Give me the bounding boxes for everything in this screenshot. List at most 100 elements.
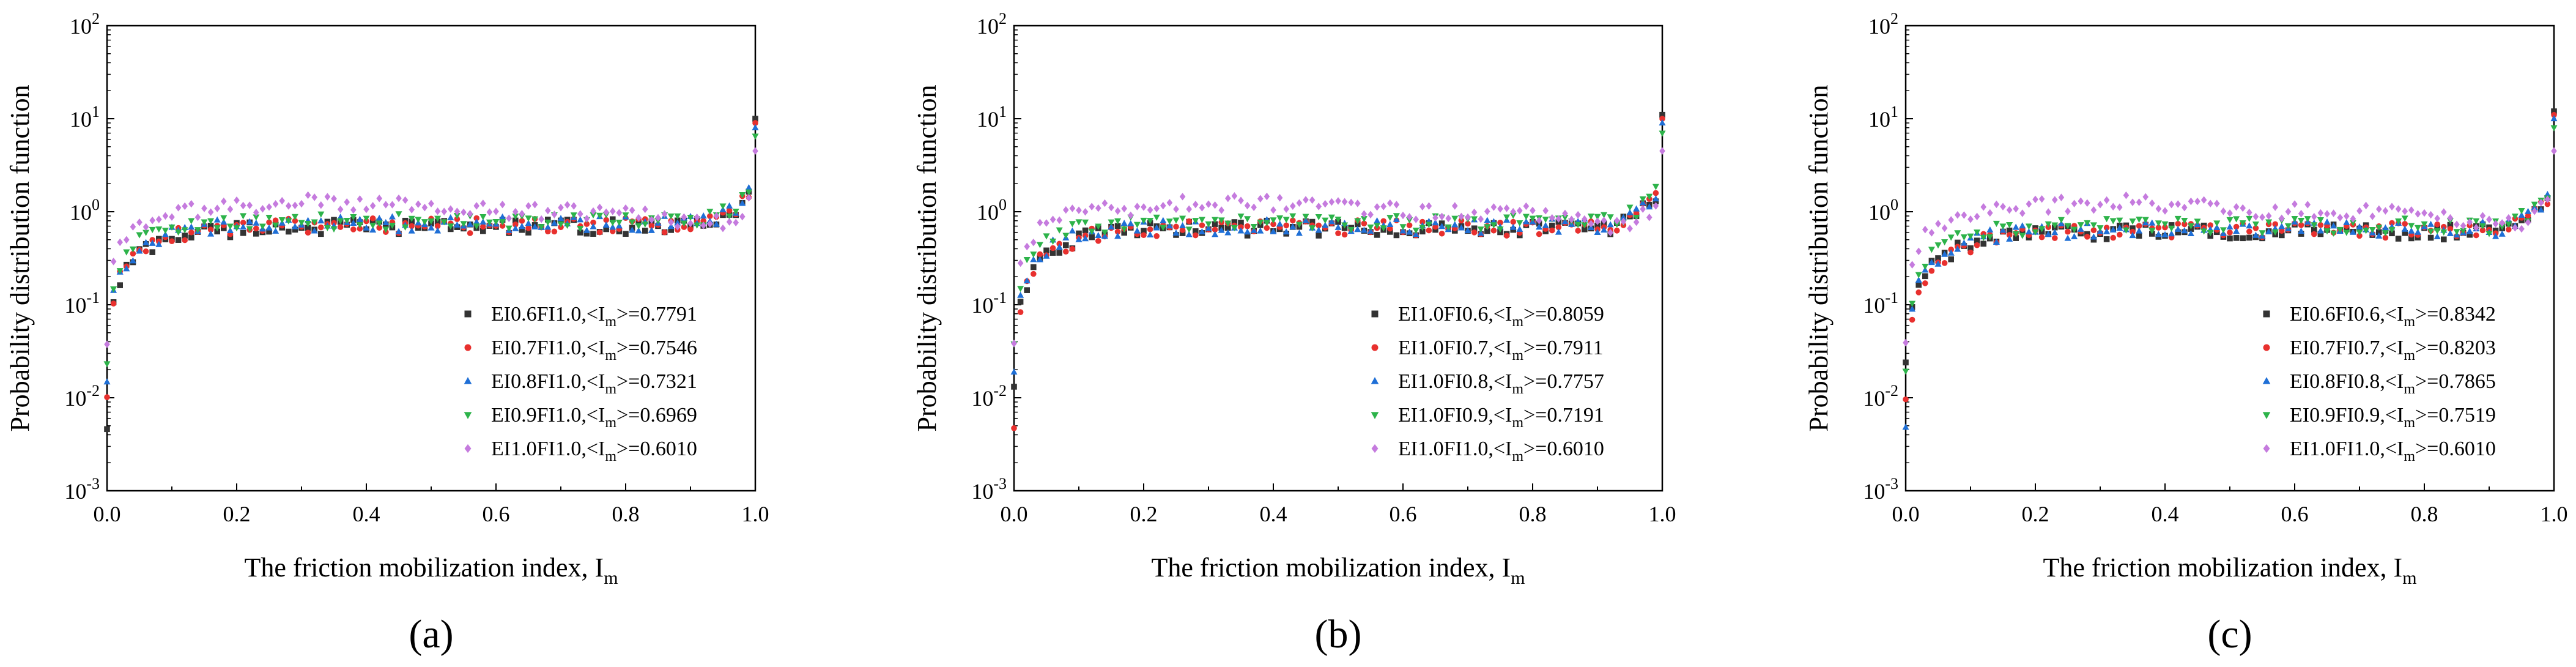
data-point <box>2388 226 2396 233</box>
data-point <box>1295 222 1303 228</box>
data-point <box>350 214 357 221</box>
data-point <box>1231 192 1238 200</box>
data-point <box>188 218 195 225</box>
data-point <box>2051 229 2059 236</box>
data-point <box>1922 264 1929 270</box>
data-point <box>1069 204 1076 212</box>
data-point <box>1549 214 1555 222</box>
data-point <box>480 199 486 207</box>
data-point <box>1928 229 1935 237</box>
data-point <box>1934 242 1942 249</box>
data-point <box>161 228 169 234</box>
data-point <box>1075 219 1083 226</box>
data-point <box>1218 217 1225 224</box>
data-point <box>1147 226 1153 233</box>
data-point <box>1399 224 1407 231</box>
data-point <box>1419 203 1426 211</box>
data-point <box>1484 217 1491 223</box>
data-point <box>1296 199 1303 207</box>
data-point <box>389 201 396 209</box>
data-point <box>1276 220 1284 227</box>
data-point <box>590 231 596 237</box>
data-point <box>2498 230 2506 237</box>
data-point <box>2272 221 2278 228</box>
data-point <box>1915 247 1922 256</box>
y-tick-label: 10-3 <box>1863 475 1898 504</box>
data-point <box>1522 214 1530 220</box>
data-point <box>311 219 318 226</box>
x-tick-label: 0.0 <box>1001 502 1028 526</box>
data-point <box>2311 226 2317 233</box>
data-point <box>1179 193 1186 201</box>
data-point <box>454 207 461 215</box>
data-point <box>2427 211 2434 219</box>
data-point <box>1328 214 1335 221</box>
data-point <box>596 229 603 236</box>
data-point <box>1639 196 1646 203</box>
data-point <box>369 226 377 233</box>
data-point <box>648 216 655 224</box>
data-point <box>2344 212 2350 220</box>
data-point <box>1484 228 1490 234</box>
data-point <box>1465 220 1471 227</box>
data-point <box>1024 287 1030 293</box>
data-point <box>1341 222 1349 229</box>
data-point <box>214 204 220 212</box>
data-point <box>1341 231 1348 238</box>
data-point <box>1413 215 1419 223</box>
data-point <box>226 223 234 230</box>
data-point <box>2071 199 2078 207</box>
data-point <box>337 224 344 230</box>
data-point <box>2117 203 2123 211</box>
data-point <box>2103 236 2110 242</box>
data-point <box>1069 246 1076 252</box>
data-point <box>726 202 733 209</box>
data-point <box>2155 220 2162 227</box>
data-point <box>1633 215 1640 222</box>
data-point <box>2200 228 2208 235</box>
data-point <box>1509 212 1517 219</box>
data-point <box>726 213 733 220</box>
data-point <box>603 226 609 233</box>
data-point <box>1316 222 1322 229</box>
data-point <box>1141 203 1147 211</box>
data-point <box>421 203 428 212</box>
x-tick-label: 0.2 <box>223 502 251 526</box>
data-point <box>602 221 610 228</box>
data-point <box>1108 223 1115 229</box>
data-point <box>2544 190 2551 197</box>
data-point <box>142 229 150 236</box>
data-point <box>745 184 752 190</box>
data-point <box>2401 225 2408 232</box>
data-point <box>376 225 382 231</box>
data-point <box>655 214 661 222</box>
data-point <box>2512 224 2519 232</box>
data-point <box>1334 216 1342 223</box>
data-point <box>2227 209 2233 217</box>
panel-label: (c) <box>2207 612 2252 657</box>
data-point <box>1575 228 1581 234</box>
data-point <box>2317 209 2324 217</box>
data-point <box>1179 222 1186 228</box>
data-point <box>1193 200 1199 209</box>
x-tick-label: 0.4 <box>1260 502 1287 526</box>
data-point <box>2518 211 2525 218</box>
data-point <box>1315 214 1322 221</box>
data-point <box>388 222 396 229</box>
data-point <box>1017 291 1024 298</box>
data-point <box>220 215 228 222</box>
data-point <box>2479 218 2486 225</box>
data-point <box>1490 203 1497 211</box>
y-axis-title: Probability distribution function <box>912 84 942 431</box>
data-point <box>2220 207 2227 215</box>
x-tick-label: 0.6 <box>483 502 510 526</box>
data-point <box>1328 218 1335 225</box>
data-point <box>317 217 325 224</box>
data-point <box>2019 233 2026 239</box>
data-point <box>2382 207 2389 215</box>
data-point <box>2194 218 2201 225</box>
data-point <box>590 207 596 215</box>
data-point <box>2278 223 2285 229</box>
data-point <box>1133 227 1141 234</box>
data-point <box>2181 217 2188 225</box>
